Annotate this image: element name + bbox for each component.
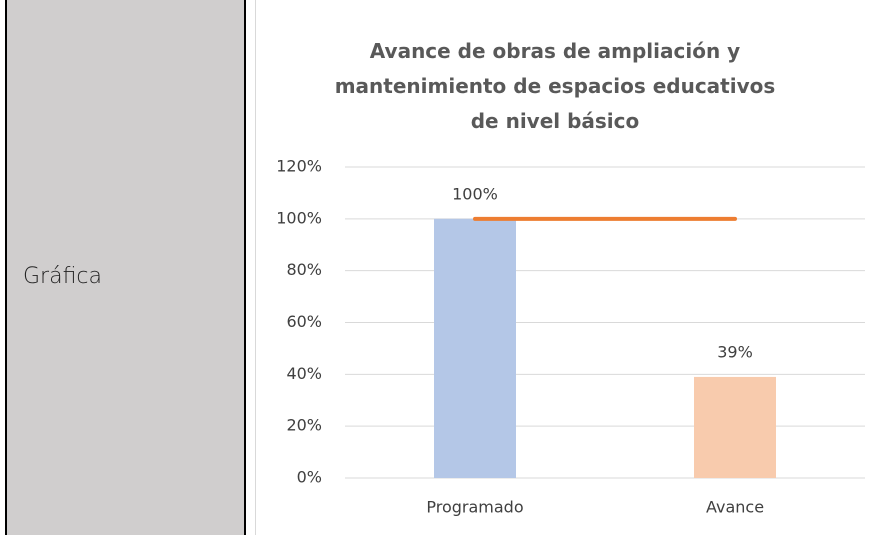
y-tick-label: 80% (286, 260, 322, 279)
y-tick-label: 40% (286, 364, 322, 383)
bar (694, 376, 776, 478)
label-cell: Gráfica (5, 0, 246, 535)
x-tick-label: Programado (426, 498, 523, 517)
cell-label: Gráfica (23, 264, 103, 289)
chart-frame (255, 0, 894, 535)
value-label: 100% (452, 184, 498, 203)
y-tick-label: 100% (276, 208, 322, 227)
bar (434, 218, 516, 479)
y-tick-label: 60% (286, 312, 322, 331)
value-label: 39% (717, 342, 753, 361)
y-tick-label: 0% (297, 468, 322, 487)
chart-title: Avance de obras de ampliación y mantenim… (334, 39, 776, 133)
y-tick-label: 120% (276, 157, 322, 176)
y-tick-label: 20% (286, 416, 322, 435)
x-tick-label: Avance (706, 498, 764, 517)
